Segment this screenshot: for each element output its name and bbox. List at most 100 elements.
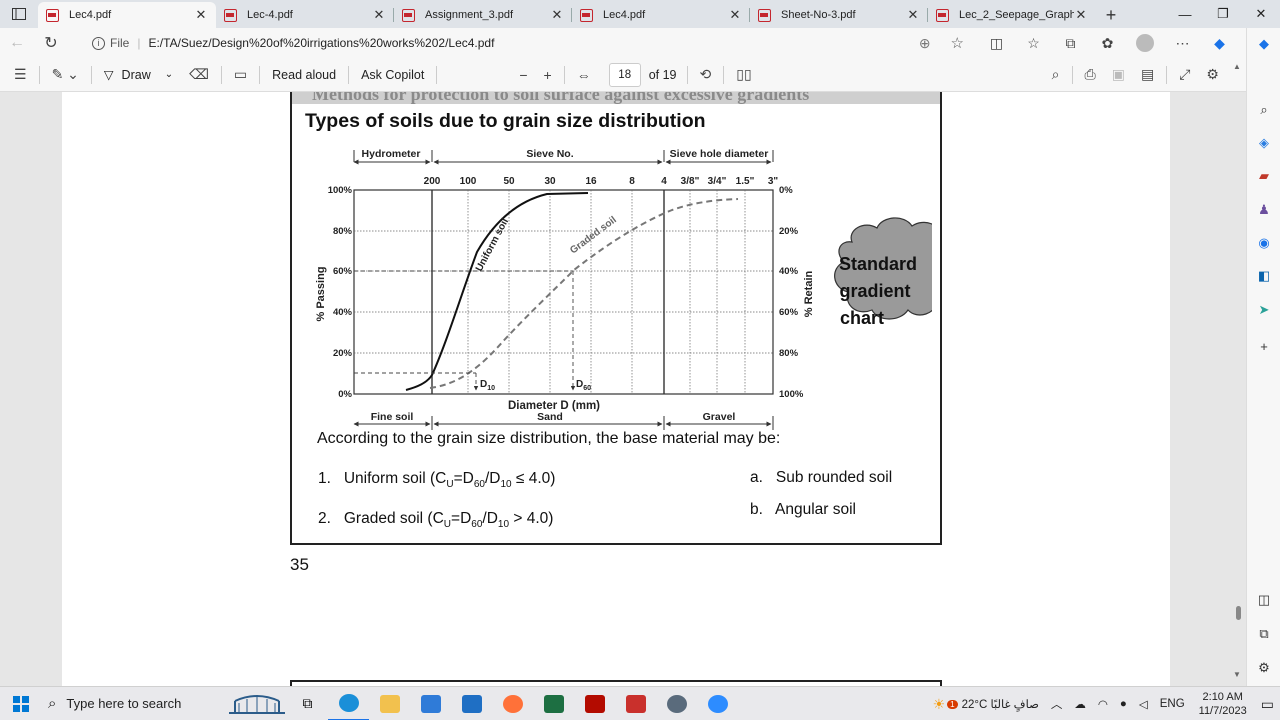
- zoom-in-button[interactable]: +: [543, 66, 552, 83]
- clock[interactable]: 2:10 AM 11/7/2023: [1191, 690, 1255, 718]
- new-tab-button[interactable]: +: [1105, 5, 1117, 25]
- site-info-icon[interactable]: i: [92, 36, 105, 50]
- fit-page-icon[interactable]: ⇔: [576, 66, 591, 83]
- weather-text: 22°C صافٍ غالبًا: [961, 699, 1039, 711]
- fullscreen-icon[interactable]: ⤢: [1179, 66, 1191, 82]
- snipping-tool-button[interactable]: [656, 687, 697, 720]
- close-window-button[interactable]: ✕: [1255, 6, 1267, 21]
- scroll-down-icon[interactable]: ▼: [1233, 670, 1241, 679]
- maximize-button[interactable]: ❐: [1217, 6, 1229, 21]
- weather-widget[interactable]: ☀ 1 22°C صافٍ غالبًا: [927, 696, 1045, 713]
- tab-lec2-seepage[interactable]: Lec_2_Seepage_Graphical m ✕: [928, 2, 1096, 28]
- print-icon[interactable]: ⎙: [1084, 66, 1096, 82]
- show-hidden-icons[interactable]: ︿: [1050, 699, 1063, 711]
- collections-icon[interactable]: ⧉: [1065, 34, 1076, 51]
- speaker-icon[interactable]: ◁: [1138, 699, 1148, 711]
- split-screen-icon[interactable]: ◫: [989, 34, 1004, 51]
- task-view-button[interactable]: ⧉: [287, 687, 328, 720]
- tab-lec4-2[interactable]: Lec4.pdf ✕: [572, 2, 750, 28]
- search-icon[interactable]: ⌕: [1051, 66, 1060, 82]
- tab-lec4[interactable]: Lec4.pdf ✕: [38, 2, 216, 28]
- copilot-icon[interactable]: ◆: [1214, 34, 1225, 51]
- refresh-button[interactable]: ↻: [44, 35, 58, 52]
- read-aloud-button[interactable]: Read aloud: [272, 67, 337, 82]
- zoom-out-button[interactable]: −: [519, 66, 528, 83]
- search-icon: ⌕: [48, 695, 57, 712]
- search-sidebar-icon[interactable]: ⌕: [1260, 102, 1268, 117]
- left-tick-label: 20%: [333, 348, 353, 359]
- favorite-star-icon[interactable]: ☆: [950, 35, 964, 52]
- settings-gear-icon[interactable]: ⚙: [1206, 66, 1219, 82]
- sieve-hole-label: Sieve hole diameter: [670, 148, 769, 160]
- rotate-icon[interactable]: ⟲: [699, 66, 712, 82]
- contents-icon[interactable]: ☰: [14, 66, 27, 82]
- copilot-sidebar-icon[interactable]: ◆: [1259, 36, 1269, 51]
- add-sidebar-app-icon[interactable]: +: [1260, 338, 1268, 354]
- shopping-icon[interactable]: ◈: [1259, 135, 1269, 150]
- back-button[interactable]: ←: [9, 34, 25, 51]
- zoom-icon[interactable]: ⊕: [918, 34, 931, 51]
- draw-button[interactable]: ▽ Draw ⌄: [103, 67, 174, 83]
- acrobat-button[interactable]: [574, 687, 615, 720]
- start-button[interactable]: [0, 695, 42, 712]
- extensions-icon[interactable]: ✿: [1101, 34, 1114, 51]
- scroll-up-icon[interactable]: ▲: [1233, 62, 1241, 71]
- zoom-app-button[interactable]: [697, 687, 738, 720]
- tab-lec-4[interactable]: Lec-4.pdf ✕: [216, 2, 394, 28]
- tab-title: Sheet-No-3.pdf: [781, 9, 856, 21]
- sidebar-settings-icon[interactable]: ⚙: [1258, 660, 1270, 675]
- page-number-input[interactable]: 18: [608, 62, 641, 87]
- edge-sidebar: ◆ ⌕ ◈ ▰ ♟ ◉ ◧ ➤ + ◫ ⧉ ⚙: [1246, 28, 1280, 686]
- url-text[interactable]: E:/TA/Suez/Design%20of%20irrigations%20w…: [148, 36, 495, 50]
- outlook-icon[interactable]: ◧: [1257, 268, 1271, 283]
- notification-badge: 1: [947, 699, 958, 709]
- sidebar-layout-icon[interactable]: ◫: [1257, 592, 1271, 607]
- close-icon[interactable]: ✕: [907, 7, 919, 22]
- tab-sheet-no-3[interactable]: Sheet-No-3.pdf ✕: [750, 2, 928, 28]
- open-external-icon[interactable]: ⧉: [1259, 626, 1269, 641]
- top-tick-label: 3/4": [708, 176, 727, 187]
- onedrive-icon[interactable]: ☁: [1074, 699, 1086, 711]
- tab-assignment-3[interactable]: Assignment_3.pdf ✕: [394, 2, 572, 28]
- close-icon[interactable]: ✕: [729, 7, 741, 22]
- time: 2:10 AM: [1202, 691, 1243, 703]
- scrollbar-thumb[interactable]: [1236, 606, 1241, 620]
- scheme-label: File: [110, 36, 130, 50]
- edge-icon: [338, 693, 359, 712]
- microphone-icon[interactable]: ●: [1119, 698, 1127, 710]
- edge-taskbar-button[interactable]: [328, 687, 369, 720]
- text-box-icon[interactable]: ▭: [233, 66, 248, 82]
- pdf-viewport[interactable]: Methods for protection to soil surface a…: [0, 92, 1246, 686]
- address-bar[interactable]: i File | E:/TA/Suez/Design%20of%20irriga…: [78, 31, 978, 55]
- minimize-button[interactable]: —: [1178, 6, 1192, 22]
- games-icon[interactable]: ♟: [1258, 202, 1270, 217]
- file-explorer-button[interactable]: [369, 687, 410, 720]
- ask-copilot-button[interactable]: Ask Copilot: [361, 67, 425, 82]
- tools-icon[interactable]: ▰: [1259, 168, 1269, 183]
- app-button-red[interactable]: [615, 687, 656, 720]
- close-icon[interactable]: ✕: [195, 7, 207, 22]
- highlight-icon[interactable]: ✎ ⌄: [51, 66, 79, 82]
- save-as-icon[interactable]: ▤: [1140, 66, 1155, 82]
- more-menu-icon[interactable]: ⋯: [1175, 34, 1190, 51]
- save-icon[interactable]: ▣: [1111, 66, 1125, 82]
- drop-icon[interactable]: ➤: [1258, 302, 1270, 317]
- language-indicator[interactable]: ENG: [1159, 698, 1185, 710]
- excel-button[interactable]: [533, 687, 574, 720]
- close-icon[interactable]: ✕: [373, 7, 385, 22]
- profile-avatar[interactable]: [1136, 34, 1154, 52]
- close-icon[interactable]: ✕: [551, 7, 563, 22]
- favorites-icon[interactable]: ☆: [1027, 34, 1040, 51]
- vertical-scrollbar[interactable]: ▲ ▼: [1230, 62, 1246, 684]
- wifi-icon[interactable]: ◠: [1097, 699, 1108, 711]
- close-icon[interactable]: ✕: [1075, 7, 1087, 22]
- page-view-icon[interactable]: ▯▯: [736, 66, 752, 82]
- notifications-icon[interactable]: ▭: [1260, 695, 1274, 712]
- eraser-icon[interactable]: ⌫: [189, 66, 209, 82]
- store-button[interactable]: [410, 687, 451, 720]
- taskbar-search[interactable]: ⌕ Type here to search: [42, 687, 287, 720]
- workspaces-button[interactable]: [0, 0, 38, 28]
- mail-button[interactable]: [451, 687, 492, 720]
- firefox-button[interactable]: [492, 687, 533, 720]
- microsoft-365-icon[interactable]: ◉: [1258, 235, 1270, 250]
